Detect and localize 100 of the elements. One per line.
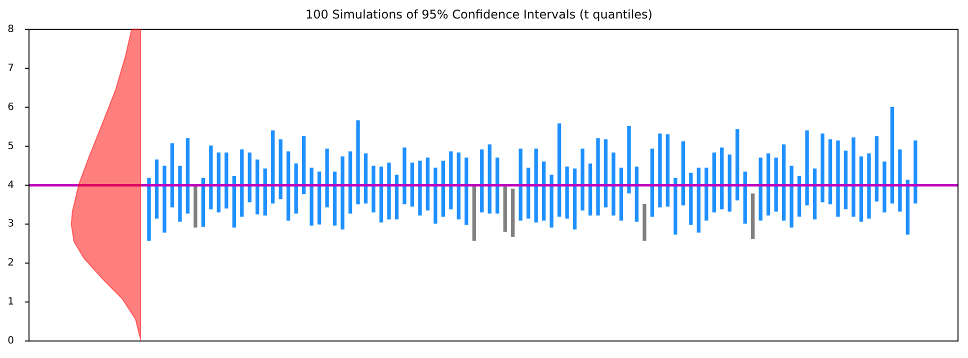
bar — [170, 143, 174, 208]
bar — [743, 172, 747, 224]
bar — [194, 186, 198, 228]
bar — [782, 144, 786, 221]
bar — [580, 148, 584, 210]
bar — [914, 140, 918, 204]
bar — [844, 150, 848, 210]
bar — [310, 168, 314, 226]
bar — [642, 204, 646, 241]
bar — [488, 144, 492, 214]
bar — [410, 162, 414, 207]
y-tick-label: 7 — [8, 62, 14, 74]
bar — [572, 168, 577, 230]
bar — [619, 168, 624, 221]
bar — [394, 174, 399, 220]
chart-title: 100 Simulations of 95% Confidence Intervals (t quantiles) — [306, 7, 652, 22]
bar — [286, 151, 290, 221]
bar — [154, 160, 159, 219]
bar — [666, 134, 670, 207]
bar — [278, 139, 282, 200]
y-tick-label: 5 — [8, 140, 14, 152]
bar — [271, 130, 275, 204]
bar — [828, 139, 832, 204]
bar — [201, 178, 206, 227]
bar — [588, 163, 592, 216]
bar — [565, 166, 569, 219]
bar — [518, 148, 522, 221]
y-tick-label: 2 — [8, 258, 14, 269]
bar — [728, 154, 732, 212]
bar — [356, 120, 360, 204]
bar — [472, 186, 476, 241]
bar — [186, 138, 190, 214]
bar — [696, 168, 700, 233]
bar — [542, 162, 546, 221]
bar — [720, 147, 724, 210]
bar — [224, 152, 228, 209]
bar — [820, 133, 824, 202]
bar — [302, 136, 306, 194]
bar — [805, 130, 809, 206]
y-tick-label: 0 — [8, 336, 14, 347]
bar — [256, 160, 260, 214]
bar — [441, 160, 446, 217]
bar — [511, 188, 515, 237]
bar — [456, 152, 460, 220]
bar — [658, 133, 662, 208]
bar — [503, 186, 507, 232]
bar — [898, 149, 902, 212]
bar — [449, 151, 453, 210]
bar — [890, 106, 894, 204]
bar — [867, 153, 871, 219]
bar — [812, 168, 817, 220]
bar — [758, 158, 762, 221]
bar — [178, 166, 182, 222]
bar — [402, 147, 406, 204]
bar — [790, 166, 794, 228]
bar — [604, 139, 608, 208]
bar — [882, 162, 886, 212]
bar — [340, 156, 344, 230]
bar — [712, 152, 716, 212]
bar — [674, 178, 678, 235]
bar — [317, 172, 322, 224]
bar — [557, 123, 562, 217]
bar — [248, 152, 252, 202]
y-tick-label: 3 — [8, 218, 14, 230]
y-tick-label: 1 — [8, 296, 14, 308]
bar — [751, 193, 755, 239]
bar — [263, 168, 267, 216]
bar — [372, 166, 376, 212]
bar — [689, 172, 693, 225]
bar — [526, 168, 530, 219]
bar — [434, 168, 438, 224]
bar — [426, 158, 430, 210]
bar — [387, 162, 391, 220]
bar — [332, 172, 337, 226]
bar — [216, 152, 220, 212]
y-tick-label: 6 — [8, 102, 14, 113]
bar — [852, 137, 856, 217]
bar — [379, 166, 384, 223]
bar — [480, 149, 484, 212]
bar — [464, 158, 468, 225]
bar — [596, 138, 600, 216]
bar — [294, 163, 298, 214]
bar — [874, 136, 879, 202]
bar — [418, 160, 422, 216]
bar — [325, 148, 329, 208]
bar — [162, 166, 166, 233]
bar — [906, 180, 910, 235]
bar — [859, 156, 864, 222]
bar — [736, 129, 740, 200]
bar — [534, 148, 538, 223]
bar — [612, 152, 616, 216]
bar — [364, 153, 368, 204]
bar — [836, 140, 840, 217]
y-tick-label: 4 — [8, 180, 14, 191]
bar — [496, 158, 500, 214]
bar — [147, 178, 151, 241]
bar — [634, 166, 639, 222]
bar — [550, 174, 554, 228]
bar — [766, 153, 770, 216]
bar — [209, 146, 213, 210]
